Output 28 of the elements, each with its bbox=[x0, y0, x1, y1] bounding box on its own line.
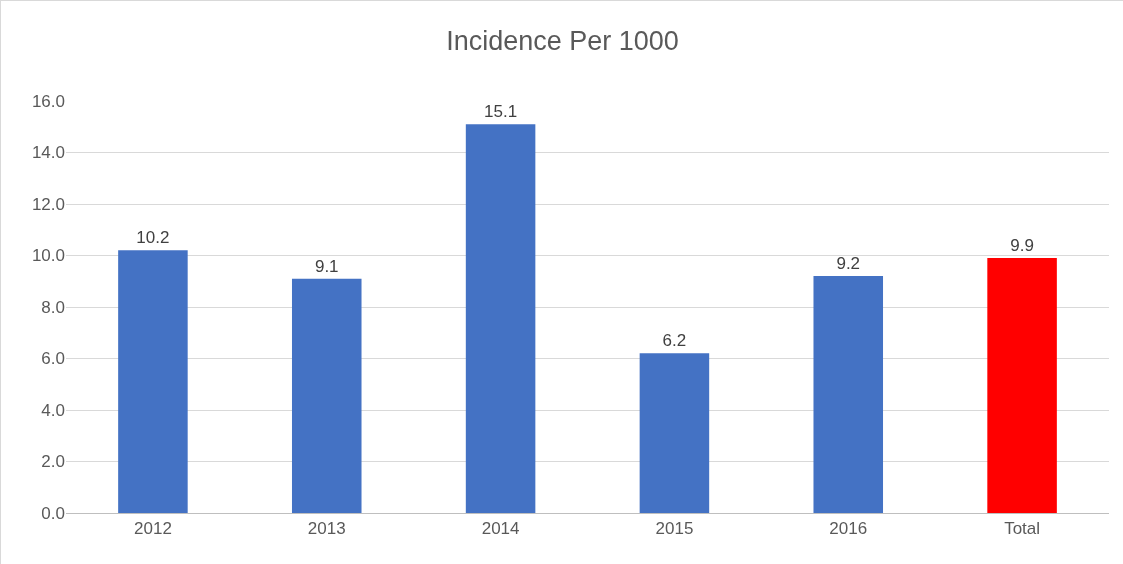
bar bbox=[465, 124, 536, 513]
y-tick-label: 10.0 bbox=[31, 246, 65, 266]
y-tick-label: 8.0 bbox=[41, 297, 65, 317]
bar bbox=[813, 276, 884, 513]
x-tick-label: 2013 bbox=[307, 519, 346, 539]
bar bbox=[291, 278, 362, 513]
bar bbox=[639, 353, 710, 513]
data-label: 9.1 bbox=[314, 256, 339, 276]
y-tick-label: 6.0 bbox=[41, 349, 65, 369]
y-tick-label: 0.0 bbox=[41, 503, 65, 523]
x-tick-label: 2016 bbox=[829, 519, 868, 539]
data-label: 9.9 bbox=[1010, 236, 1034, 256]
y-tick-label: 14.0 bbox=[31, 143, 65, 163]
bar bbox=[118, 250, 188, 513]
x-tick-label: Total bbox=[1004, 519, 1041, 539]
x-tick-label: 2012 bbox=[134, 519, 172, 539]
data-label: 10.2 bbox=[136, 228, 170, 248]
data-label: 6.2 bbox=[662, 331, 687, 351]
y-tick-label: 16.0 bbox=[31, 91, 65, 111]
data-label: 15.1 bbox=[484, 102, 518, 122]
y-tick-label: 2.0 bbox=[41, 452, 65, 472]
x-tick-label: 2015 bbox=[655, 519, 694, 539]
y-tick-label: 4.0 bbox=[41, 400, 65, 420]
y-tick-label: 12.0 bbox=[31, 194, 65, 214]
x-tick-label: 2014 bbox=[481, 519, 520, 539]
data-label: 9.2 bbox=[836, 254, 861, 274]
chart-title: Incidence Per 1000 bbox=[446, 25, 679, 56]
bar bbox=[987, 258, 1057, 513]
